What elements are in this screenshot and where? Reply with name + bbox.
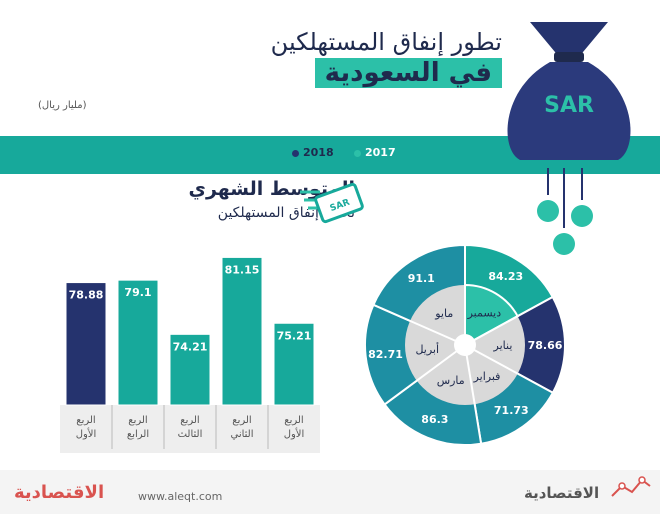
category-label: الربع [76,415,95,426]
footer-brand-left: الاقتصادية [14,482,105,503]
bar-value-label: 78.88 [69,289,104,302]
pie-month-label: أبريل [415,342,439,356]
bar [221,256,263,406]
bar-chart: 78.88الربعالأول79.1الربعالرابع74.21الربع… [60,256,320,453]
money-bag-icon: SAR [507,22,631,255]
category-label: الربع [284,415,303,426]
x-axis-band [60,405,320,453]
page-title: تطور إنفاق المستهلكين [270,28,502,56]
subtitle-highlight: في السعودية [314,58,502,88]
pie-value-label: 82.71 [368,348,403,361]
category-label: الأول [284,427,305,440]
bar-value-label: 74.21 [173,340,208,353]
bar [65,282,107,406]
pie-value-label: 84.23 [488,270,523,283]
pie-month-label: ديسمبر [467,306,502,319]
legend-item-2018: 2018 [288,146,334,159]
category-label: الأول [76,427,97,440]
logo-chart-icon [611,476,651,497]
bar-value-label: 81.15 [225,263,260,276]
pie-month-label: فبراير [473,370,501,383]
svg-text:SAR: SAR [544,93,594,118]
pie-chart: 84.23 78.66 71.73 86.3 82.71 91.1 ديسمبر يناير ف… [364,243,566,446]
category-label: الربع [180,415,199,426]
pie-value-label: 91.1 [408,272,435,285]
footer-brand-logo: الاقتصادية [524,484,600,502]
bar-value-label: 79.1 [124,286,151,299]
category-label: الرابع [127,429,149,440]
bar-section-title: المتوسط الشهري [188,178,355,200]
category-label: الثاني [230,429,253,440]
category-label: الربع [128,415,147,426]
category-label: الثالث [178,429,203,440]
footer-site-link[interactable]: www.aleqt.com [138,490,223,503]
pie-month-label: يناير [493,339,513,352]
pie-value-label: 86.3 [421,413,448,426]
page-subtitle: في السعودية [314,58,502,88]
legend-dot-icon [354,149,361,157]
category-label: الربع [232,415,251,426]
pie-center-hole [454,334,476,356]
bar [117,279,159,406]
unit-label: (مليار ريال) [38,100,87,111]
pie-month-label: مارس [437,374,465,387]
pie-value-label: 78.66 [528,339,563,352]
pie-month-label: مايو [434,307,453,320]
pie-inner-slice [464,283,519,347]
banknote-icon: SAR [300,182,364,224]
legend-dot-icon [292,149,299,157]
bar [273,322,315,406]
pie-value-label: 71.73 [494,404,529,417]
legend-item-2017: 2017 [350,146,396,159]
footer [0,470,660,514]
bar [169,333,211,406]
bar-value-label: 75.21 [277,329,312,342]
